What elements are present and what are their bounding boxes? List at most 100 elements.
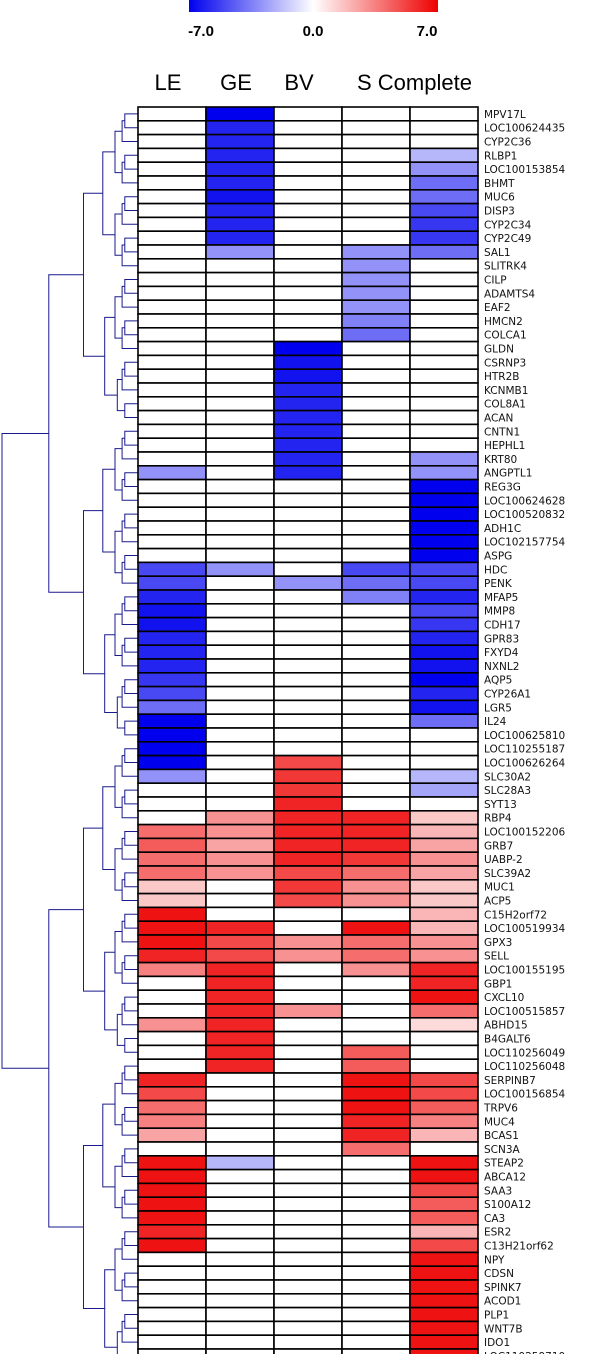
heatmap-cell-scn3a-complete <box>409 1141 479 1157</box>
heatmap-cell-loc100520832-le <box>137 506 207 522</box>
row-label-slc39a2: SLC39A2 <box>484 868 531 880</box>
heatmap-cell-cilp-bv <box>273 271 343 288</box>
heatmap-cell-mpv17l-complete <box>409 106 479 122</box>
heatmap-cell-csrnp3-le <box>137 354 207 370</box>
heatmap-cell-cyp2c49-complete <box>409 230 479 246</box>
row-label-sal1: SAL1 <box>484 247 511 259</box>
heatmap-cell-plp1-ge <box>205 1306 275 1323</box>
heatmap-cell-sell-ge <box>205 947 275 964</box>
heatmap-cell-muc1-bv <box>273 878 343 895</box>
dendrogram-branch <box>83 510 105 675</box>
heatmap-cell-cyp2c49-bv <box>273 230 343 246</box>
heatmap-cell-c15h2orf72-s <box>341 906 411 923</box>
row-dendrogram <box>1 113 138 1354</box>
heatmap-cell-cxcl10-complete <box>409 989 479 1005</box>
heatmap-cell-slc39a2-s <box>341 865 411 881</box>
dendrogram-branch <box>114 448 123 491</box>
heatmap-cell-bcas1-le <box>137 1127 207 1143</box>
dendrogram-branch <box>83 192 105 357</box>
heatmap-cell-fxyd4-le <box>137 644 207 660</box>
heatmap-cell-grb7-ge <box>205 837 275 854</box>
heatmap-cell-lgr5-le <box>137 699 207 716</box>
heatmap-cell-adh1c-bv <box>273 520 343 536</box>
row-label-sell: SELL <box>484 951 509 963</box>
dendrogram-branch <box>124 237 138 253</box>
heatmap-cell-htr2b-ge <box>205 368 275 384</box>
heatmap-cell-serpinb7-s <box>341 1072 411 1088</box>
heatmap-cell-cyp26a1-s <box>341 685 411 702</box>
heatmap-cell-loc110255187-bv <box>273 740 343 757</box>
row-label-loc100155195: LOC100155195 <box>484 965 565 977</box>
heatmap-cell-syt13-le <box>137 796 207 812</box>
heatmap-cell-loc110256049-s <box>341 1044 411 1061</box>
color-scale-legend: -7.0 0.0 7.0 <box>188 0 438 40</box>
heatmap-cell-colca1-ge <box>205 326 275 343</box>
heatmap-cell-cyp2c34-complete <box>409 216 479 232</box>
heatmap-cell-cyp2c49-ge <box>205 230 275 246</box>
heatmap-cell-cyp2c36-ge <box>205 133 275 150</box>
heatmap-cell-reg3g-le <box>137 478 207 495</box>
row-label-acp5: ACP5 <box>484 896 511 908</box>
heatmap-cell-uabp-2-s <box>341 851 411 867</box>
heatmap-cell-loc100626264-complete <box>409 754 479 771</box>
heatmap-cell-loc100515857-bv <box>273 1003 343 1019</box>
dendrogram-branch <box>124 154 138 170</box>
heatmap-cell-acp5-complete <box>409 892 479 909</box>
row-label-b4galt6: B4GALT6 <box>484 1034 531 1046</box>
heatmap-cell-loc100520832-s <box>341 506 411 522</box>
dendrogram-branch <box>124 1038 138 1053</box>
heatmap-cell-abhd15-ge <box>205 1016 275 1033</box>
heatmap-cell-loc100155195-ge <box>205 961 275 978</box>
row-label-angptl1: ANGPTL1 <box>484 468 532 480</box>
heatmap-cell-uabp-2-le <box>137 851 207 867</box>
heatmap-cell-disp3-bv <box>273 202 343 219</box>
heatmap-cell-loc100153854-ge <box>205 161 275 177</box>
heatmap-cell-loc100519934-complete <box>409 920 479 936</box>
heatmap-cell-hephl1-le <box>137 437 207 453</box>
heatmap-cell-disp3-le <box>137 202 207 219</box>
heatmap-cell-muc1-complete <box>409 878 479 895</box>
heatmap-cell-gbp1-ge <box>205 975 275 992</box>
heatmap-cell-hmcn2-complete <box>409 313 479 329</box>
row-label-krt80: KRT80 <box>484 454 517 466</box>
heatmap-cell-disp3-complete <box>409 202 479 219</box>
heatmap-cell-hmcn2-s <box>341 313 411 329</box>
heatmap-cell-mpv17l-ge <box>205 106 275 122</box>
dendrogram-branch <box>124 872 138 888</box>
heatmap-cell-il24-s <box>341 713 411 729</box>
row-label-loc100626264: LOC100626264 <box>484 758 566 770</box>
heatmap-cell-loc110255187-complete <box>409 740 479 757</box>
heatmap-cell-loc100152206-ge <box>205 823 275 840</box>
heatmap-cell-loc100152206-le <box>137 823 207 840</box>
heatmap-cell-loc100625810-s <box>341 727 411 743</box>
heatmap-cell-hmcn2-ge <box>205 313 275 329</box>
dendrogram-branch <box>114 931 123 974</box>
heatmap-cell-steap2-le <box>137 1155 207 1171</box>
row-label-serpinb7: SERPINB7 <box>484 1075 536 1087</box>
heatmap-cell-loc100625810-le <box>137 727 207 743</box>
heatmap-cell-scn3a-s <box>341 1141 411 1157</box>
heatmap-cell-grb7-s <box>341 837 411 854</box>
heatmap-cell-mpv17l-bv <box>273 106 343 122</box>
dendrogram-branch <box>124 403 138 418</box>
heatmap-cell-esr2-complete <box>409 1224 479 1240</box>
row-label-lgr5: LGR5 <box>484 702 512 714</box>
heatmap-cell-acod1-complete <box>409 1293 479 1309</box>
dendrogram-branch <box>124 955 138 970</box>
heatmap-cell-penk-complete <box>409 575 479 591</box>
heatmap-cell-sal1-s <box>341 244 411 260</box>
heatmap-cell-syt13-complete <box>409 796 479 812</box>
dendrogram-branch <box>114 296 123 339</box>
heatmap-cell-cyp26a1-le <box>137 685 207 702</box>
heatmap-cell-slc39a2-complete <box>409 865 479 881</box>
heatmap-cell-c15h2orf72-le <box>137 906 207 923</box>
dendrogram-branch <box>124 513 138 529</box>
heatmap-cell-abca12-complete <box>409 1168 479 1185</box>
heatmap-cell-gldn-bv <box>273 340 343 357</box>
heatmap-cell-slc30a2-le <box>137 768 207 785</box>
heatmap-cell-slc30a2-bv <box>273 768 343 785</box>
row-label-loc100519934: LOC100519934 <box>484 923 566 935</box>
heatmap-cell-gpr83-s <box>341 630 411 647</box>
heatmap-cell-gpr83-ge <box>205 630 275 647</box>
heatmap-cell-slc28a3-complete <box>409 782 479 798</box>
